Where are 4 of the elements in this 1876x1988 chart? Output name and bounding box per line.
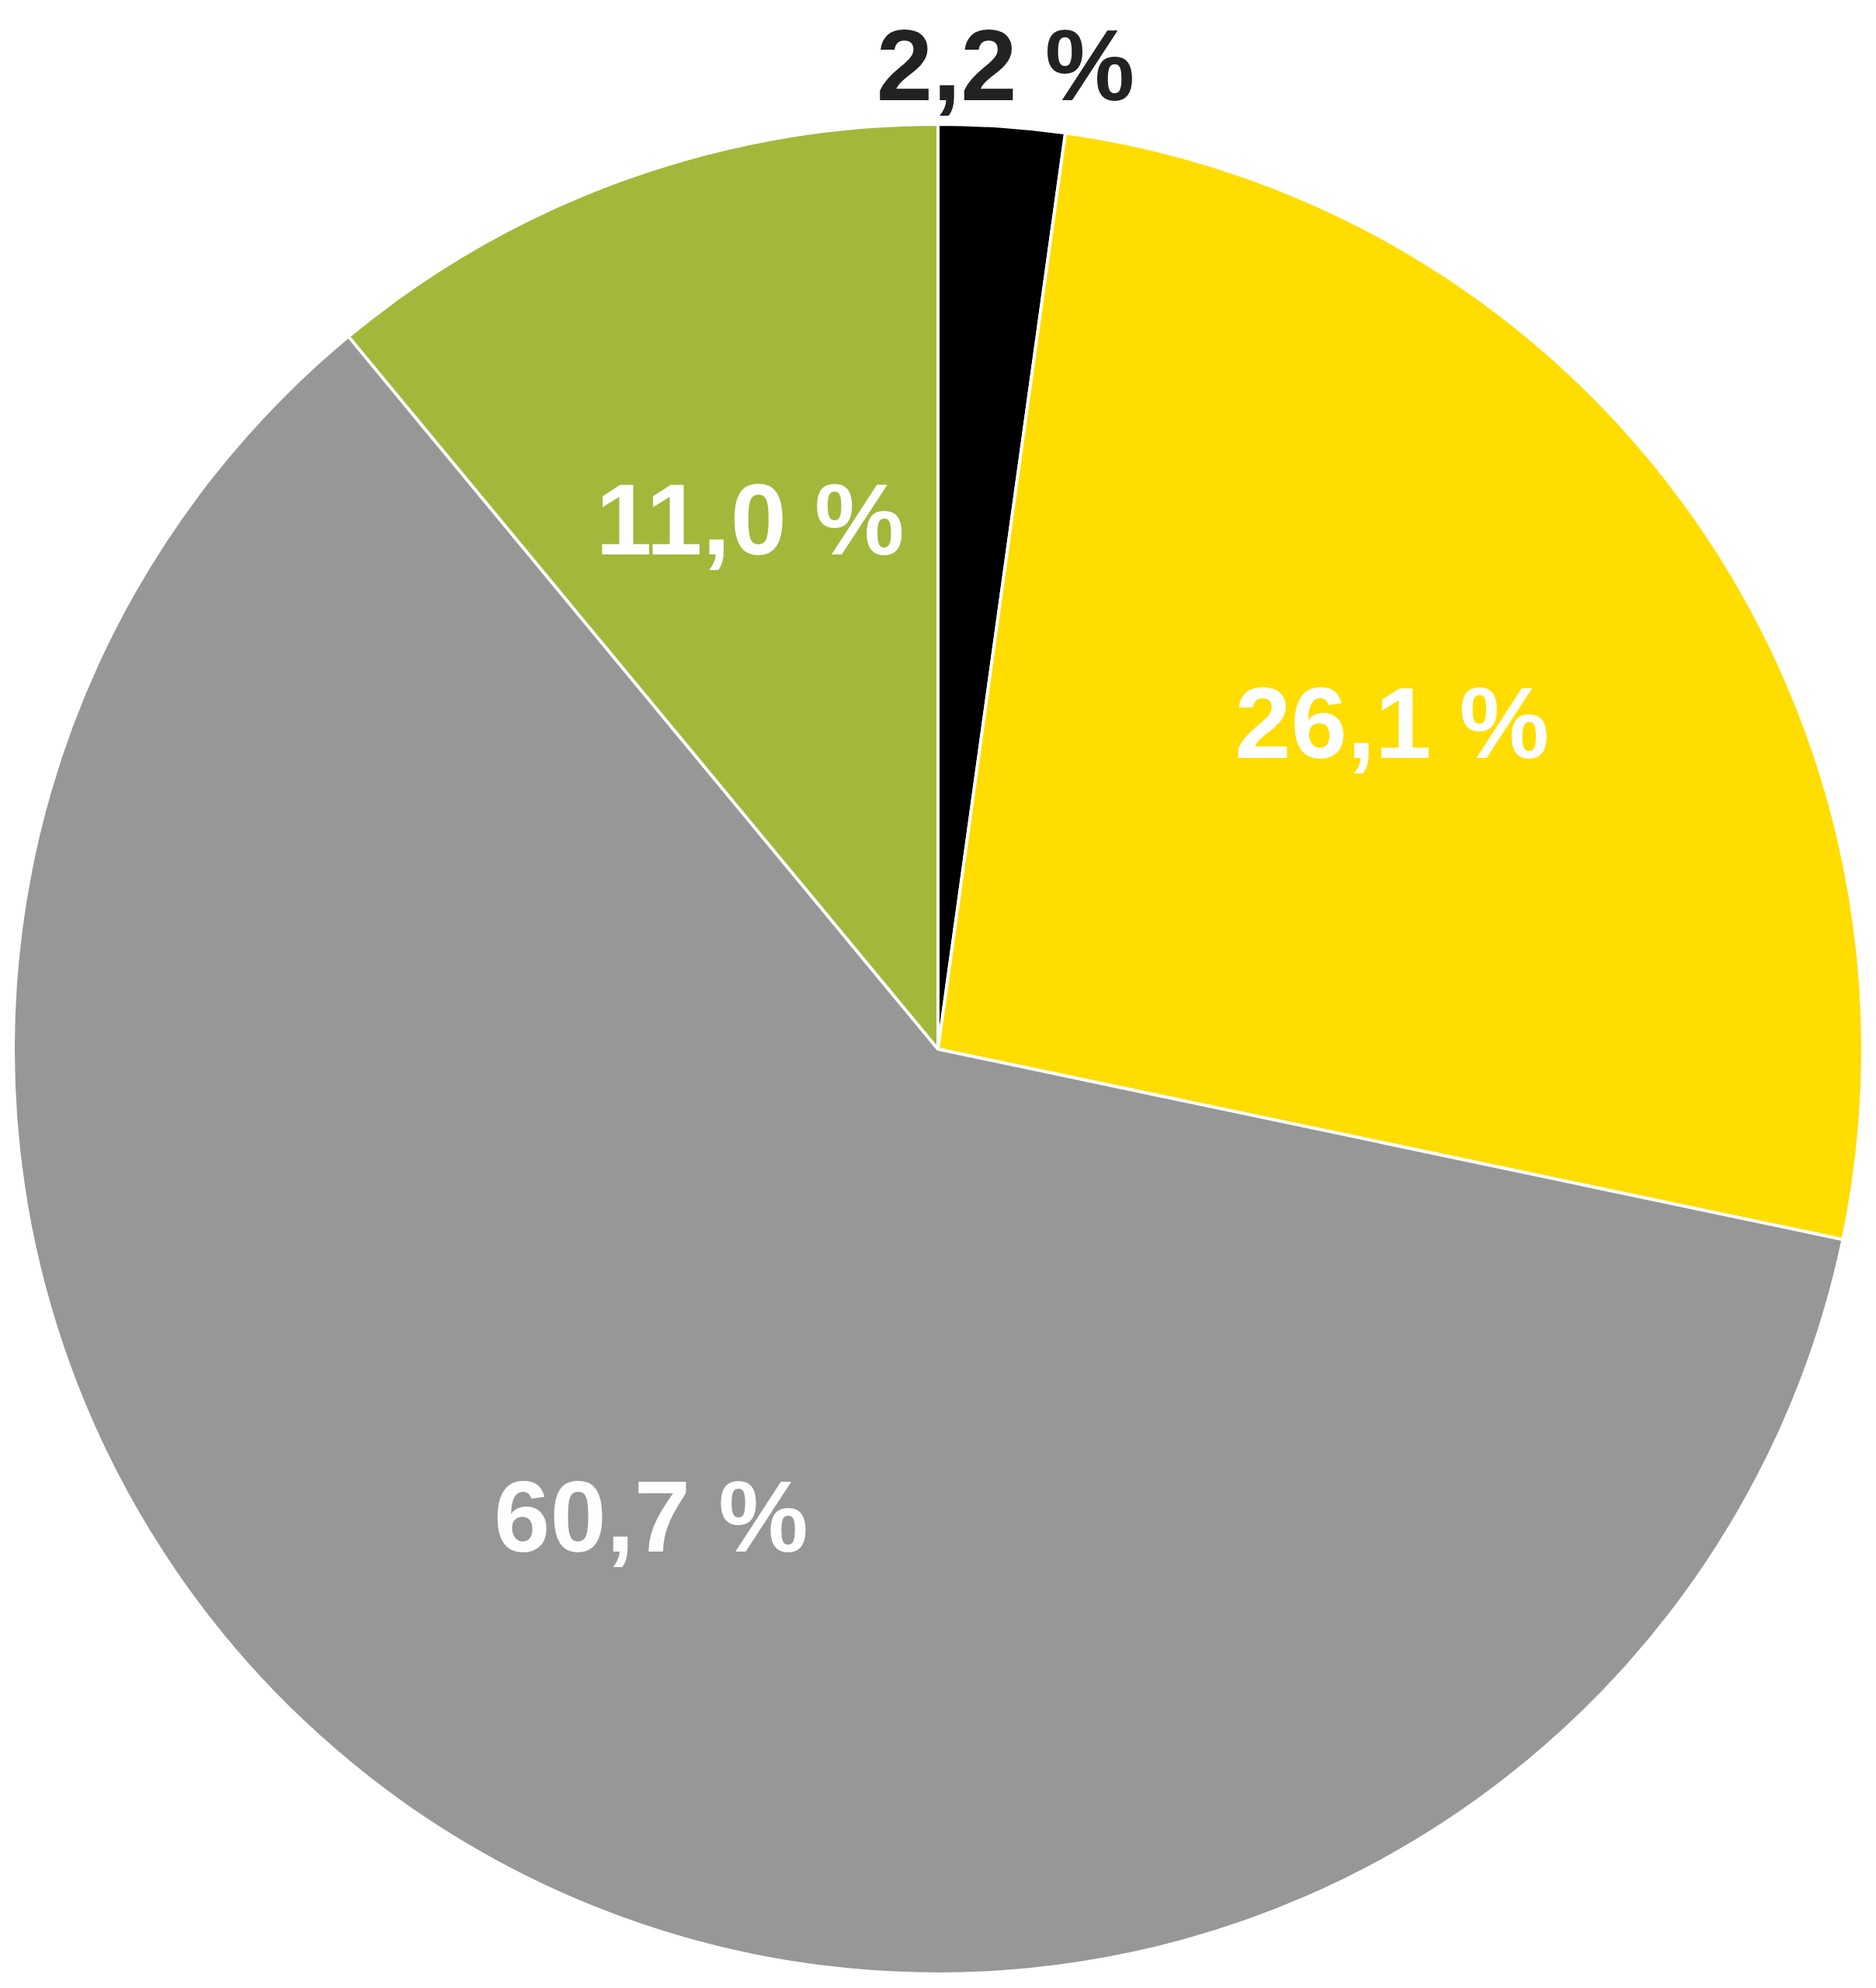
data-label: 60,7 % — [494, 1460, 808, 1574]
data-label: 11,0 % — [596, 463, 905, 577]
data-label: 26,1 % — [1235, 666, 1550, 780]
data-label: 2,2 % — [876, 8, 1135, 122]
